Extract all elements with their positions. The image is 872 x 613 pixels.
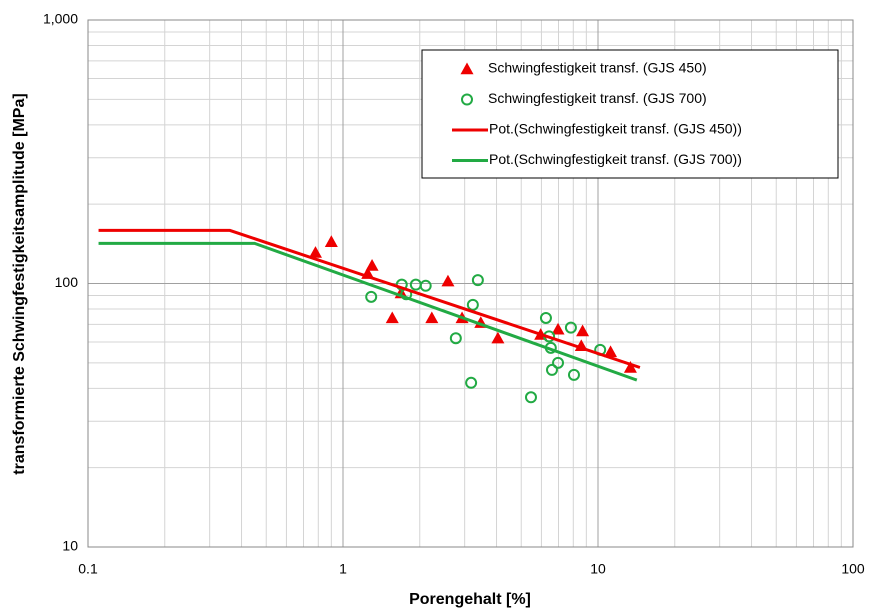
plot-frame — [87, 19, 854, 548]
x-tick-label: 10 — [590, 561, 606, 577]
x-tick-label: 1 — [339, 561, 347, 577]
circle-point — [365, 290, 378, 303]
y-tick-label: 100 — [55, 274, 79, 290]
legend-box — [421, 49, 839, 179]
legend-marker — [461, 93, 473, 106]
y-tick-label: 1,000 — [43, 11, 78, 27]
legend-label: Pot.(Schwingfestigkeit transf. (GJS 700)… — [489, 151, 742, 167]
circle-point — [471, 274, 484, 287]
triangle-point — [604, 345, 618, 358]
circle-point — [419, 279, 432, 292]
x-tick-label: 100 — [841, 561, 865, 577]
triangle-point — [576, 324, 590, 337]
circle-point — [466, 298, 479, 311]
circle-point — [465, 376, 478, 389]
triangle-point — [425, 311, 439, 324]
triangle-point — [441, 274, 455, 287]
circle-point — [449, 332, 462, 345]
circle-point — [545, 363, 558, 376]
circle-point — [539, 311, 552, 324]
y-axis-title: transformierte Schwingfestigkeitsamplitu… — [11, 93, 28, 474]
x-tick-label: 0.1 — [78, 561, 98, 577]
x-axis-title: Porengehalt [%] — [409, 591, 531, 608]
triangle-point — [324, 235, 338, 247]
circle-point — [567, 368, 580, 381]
legend-label: Schwingfestigkeit transf. (GJS 450) — [488, 60, 707, 76]
trend-line — [98, 228, 641, 369]
legend-label: Pot.(Schwingfestigkeit transf. (GJS 450)… — [489, 121, 742, 137]
triangle-point — [385, 311, 399, 324]
triangle-point — [551, 322, 565, 335]
triangle-point — [365, 259, 379, 271]
circle-point — [524, 391, 537, 404]
y-tick-label: 10 — [62, 538, 78, 554]
triangle-point — [491, 331, 505, 344]
legend-marker — [460, 62, 474, 75]
circle-point — [552, 356, 565, 369]
trend-line — [98, 241, 638, 382]
triangle-point — [623, 360, 637, 373]
circle-point — [564, 321, 577, 334]
legend-label: Schwingfestigkeit transf. (GJS 700) — [488, 90, 707, 106]
triangle-point — [308, 246, 322, 258]
